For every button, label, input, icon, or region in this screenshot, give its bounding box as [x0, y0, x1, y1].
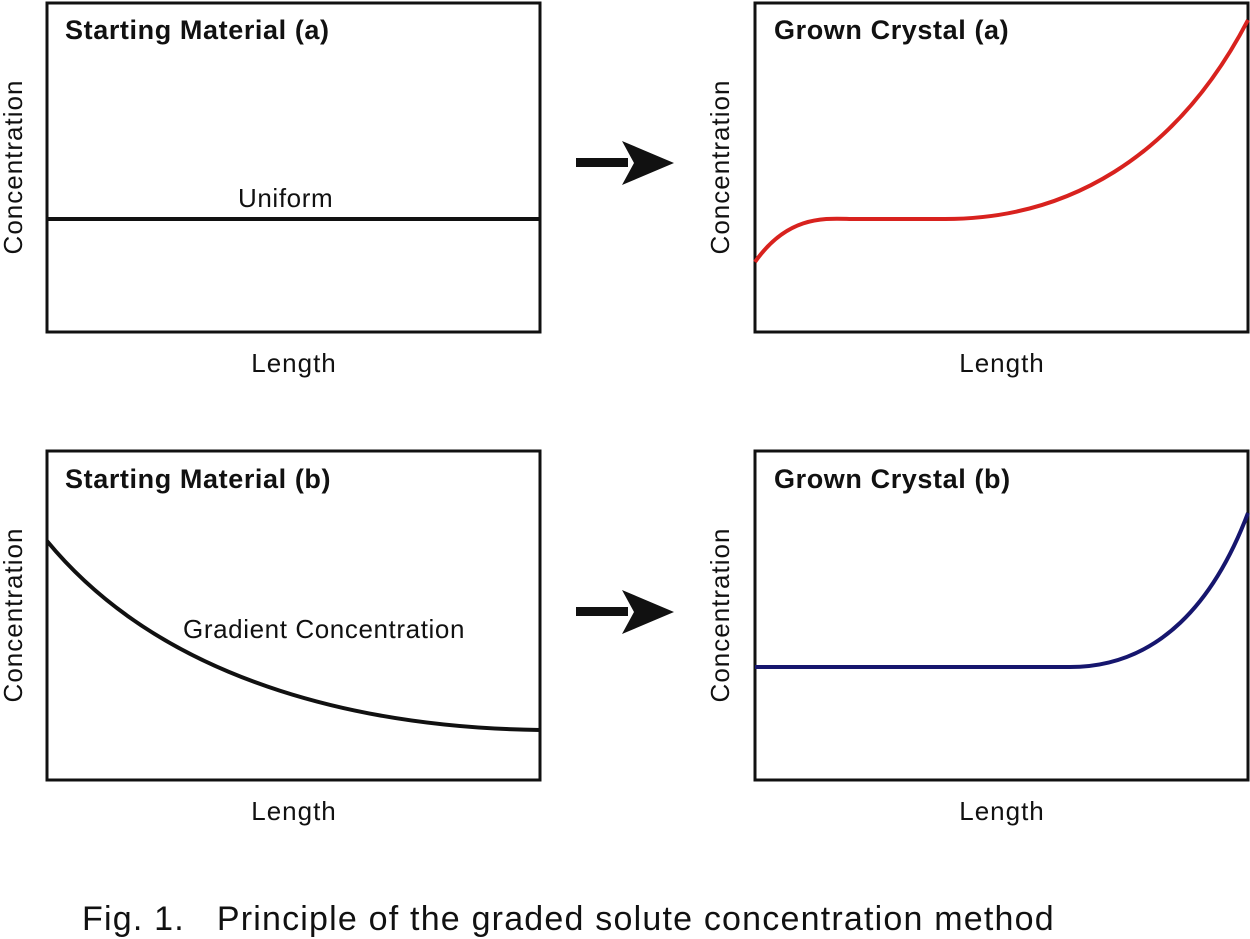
x-axis-label: Length: [251, 796, 337, 826]
uniform-label: Uniform: [238, 183, 333, 213]
panel-frame: [45, 1, 542, 334]
y-axis-label: Concentration: [0, 80, 28, 255]
y-axis-label: Concentration: [705, 528, 735, 703]
x-axis-label: Length: [959, 796, 1045, 826]
panel-title: Starting Material (b): [65, 464, 331, 494]
panel-frame: [753, 449, 1250, 782]
figure-caption: Fig. 1. Principle of the graded solute c…: [82, 900, 1055, 938]
panel-grown-crystal-b: Grown Crystal (b) Length Concentration: [705, 449, 1250, 826]
gradient-concentration-label: Gradient Concentration: [183, 614, 465, 644]
right-arrow-icon: [576, 590, 674, 634]
blue-concentration-curve: [755, 512, 1250, 669]
panel-frame: [753, 1, 1250, 334]
panel-starting-material-b: Starting Material (b) Gradient Concentra…: [0, 449, 542, 826]
x-axis-label: Length: [251, 348, 337, 378]
panel-title: Starting Material (a): [65, 15, 330, 45]
panel-grown-crystal-a: Grown Crystal (a) Length Concentration: [705, 1, 1250, 378]
red-concentration-curve: [753, 19, 1250, 264]
right-arrow-icon: [576, 141, 674, 185]
y-axis-label: Concentration: [0, 528, 28, 703]
panel-frame: [45, 449, 542, 782]
gradient-concentration-curve: [45, 539, 541, 732]
panel-title: Grown Crystal (b): [774, 464, 1011, 494]
panel-title: Grown Crystal (a): [774, 15, 1009, 45]
x-axis-label: Length: [959, 348, 1045, 378]
panel-starting-material-a: Starting Material (a) Uniform Length Con…: [0, 1, 542, 378]
y-axis-label: Concentration: [705, 80, 735, 255]
